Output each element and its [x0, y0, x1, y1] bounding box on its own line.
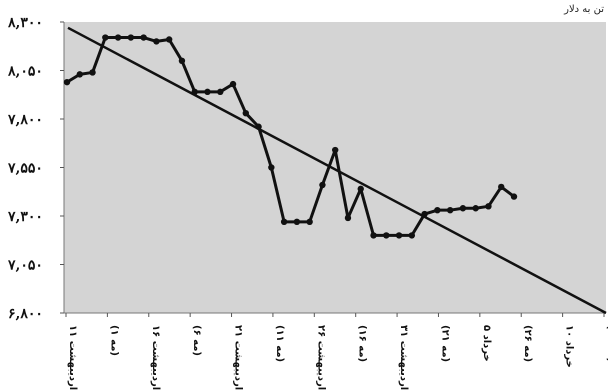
- x-tick-label: ۱۱ اردیبهشت: [67, 325, 78, 390]
- price-point: [280, 218, 288, 226]
- x-tick-label: ۵ خرداد: [481, 325, 492, 362]
- price-point: [165, 36, 173, 43]
- x-tick-label: ۱۶ اردیبهشت: [150, 325, 161, 390]
- price-point: [434, 206, 441, 214]
- x-tick-label: (۱۱ مه): [274, 325, 285, 362]
- price-point: [459, 205, 467, 212]
- y-tick-label: ۶,۸۰۰: [8, 306, 43, 322]
- price-point: [472, 205, 479, 212]
- price-point: [485, 203, 492, 210]
- price-point: [370, 232, 377, 239]
- price-point: [395, 232, 403, 239]
- price-point: [293, 218, 301, 226]
- y-tick-label: ۷,۳۰۰: [7, 209, 43, 225]
- y-tick-label: ۷,۵۵۰: [7, 161, 43, 177]
- price-point: [446, 206, 454, 214]
- price-point: [153, 38, 160, 45]
- x-tick-label: ۳۱ اردیبهشت: [398, 325, 409, 390]
- price-point: [268, 164, 275, 171]
- price-point: [89, 69, 96, 76]
- price-point: [178, 57, 186, 64]
- price-point: [498, 183, 505, 191]
- x-tick-label: ۱۰ خرداد: [564, 325, 575, 368]
- price-point: [510, 193, 518, 200]
- y-tick-label: ۷,۰۵۰: [7, 258, 43, 274]
- price-point: [76, 71, 83, 78]
- unit-label: تن به دلار: [563, 4, 604, 15]
- price-point: [204, 88, 211, 96]
- price-point: [408, 232, 416, 239]
- x-tick-label: ۲۱ اردیبهشت: [233, 325, 244, 390]
- price-point: [217, 88, 224, 96]
- x-tick-label: ۲۶ اردیبهشت: [315, 325, 326, 390]
- price-point: [306, 218, 313, 226]
- x-tick-label: (۳۱ مه): [605, 325, 608, 362]
- price-point: [383, 232, 390, 239]
- price-point: [344, 214, 352, 222]
- x-tick-label: (۶ مه): [191, 325, 202, 356]
- x-tick-label: (۲۶ مه): [522, 325, 533, 362]
- y-tick-label: ۸,۰۵۰: [7, 64, 43, 80]
- price-point: [319, 181, 326, 189]
- price-point: [229, 80, 237, 88]
- price-point: [63, 78, 71, 86]
- x-tick-label: (۲۱ مه): [439, 325, 450, 362]
- price-point: [140, 34, 147, 41]
- price-point: [102, 34, 109, 41]
- y-tick-label: ۷,۸۰۰: [7, 112, 43, 128]
- trend-line: [67, 26, 607, 315]
- x-tick-label: (۱ مه): [108, 325, 119, 356]
- y-tick-label: ۸,۳۰۰: [7, 15, 43, 31]
- price-point: [242, 109, 249, 117]
- price-point: [332, 146, 339, 154]
- price-point: [114, 34, 122, 41]
- x-tick-label: (۱۶ مه): [357, 325, 368, 362]
- price-point: [127, 34, 135, 41]
- price-point: [357, 185, 364, 193]
